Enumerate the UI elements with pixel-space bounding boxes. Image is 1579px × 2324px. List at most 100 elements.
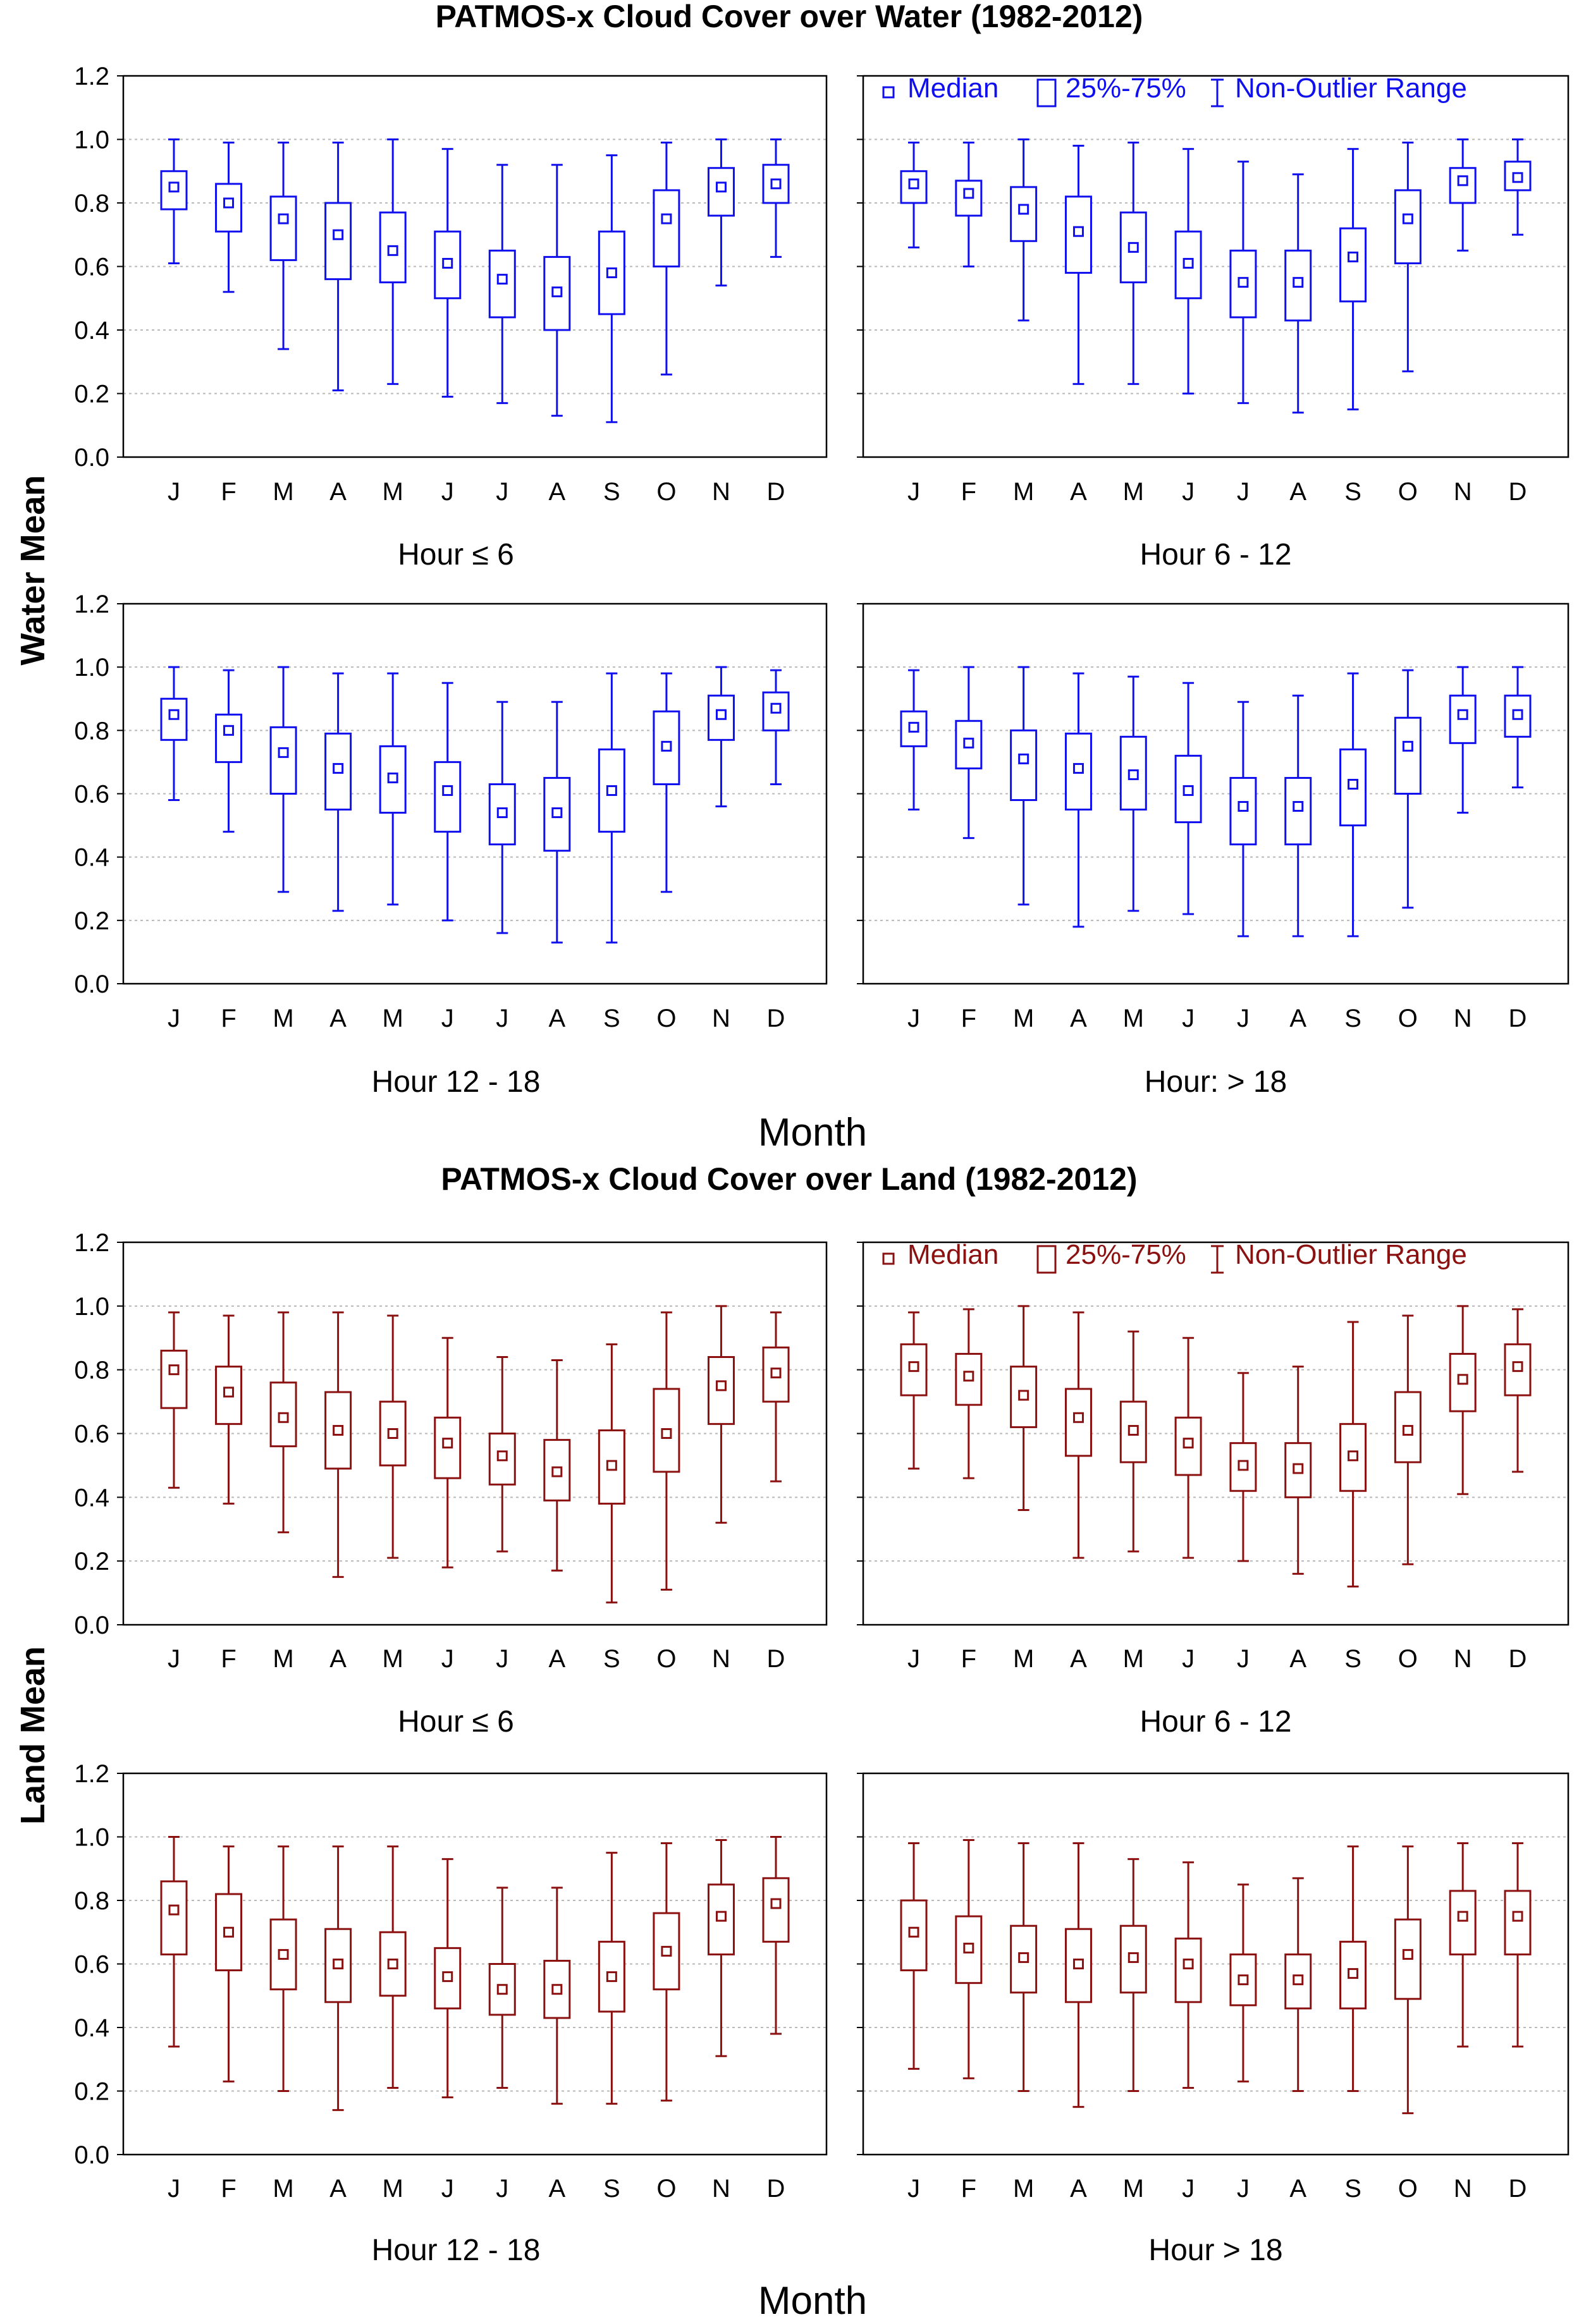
x-tick-label: M [383, 2175, 403, 2203]
median-marker [1512, 709, 1523, 720]
x-tick-label: J [168, 1645, 180, 1673]
box-N-11 [707, 138, 735, 287]
x-tick-label: A [1070, 2175, 1087, 2203]
median-marker [715, 709, 727, 720]
box-N-11 [1449, 1842, 1477, 2048]
x-tick-label: O [656, 1005, 676, 1032]
panel-subtitle: Hour 6 - 12 [1140, 1705, 1291, 1739]
x-tick-label: J [168, 1005, 180, 1032]
x-tick-label: F [221, 1645, 236, 1673]
y-tick-label: 0.2 [74, 2078, 109, 2106]
median-marker [387, 1428, 398, 1439]
median-marker [442, 785, 453, 796]
box-M-3 [269, 142, 297, 350]
median-marker [168, 181, 180, 193]
x-tick-label: J [496, 2175, 508, 2203]
y-tick-label: 1.2 [74, 590, 109, 618]
iqr-box [160, 1349, 188, 1409]
panel-subtitle: Hour 12 - 18 [372, 2234, 541, 2267]
median-marker [1512, 1911, 1523, 1922]
box-J-7 [1229, 700, 1257, 938]
y-tick-label: 0.8 [74, 1357, 109, 1385]
median-marker [1402, 1424, 1413, 1436]
median-marker [496, 1984, 508, 1995]
box-M-5 [1119, 1330, 1147, 1553]
median-marker [168, 1904, 180, 1916]
median-marker [387, 245, 398, 256]
panel-1: 0.0 0.2 0.4 0.6 0.8 1.0 1.2 J F M A M J J A S O N D Hour ≤ … [74, 63, 828, 572]
y-tick-label: 0.2 [74, 381, 109, 408]
box-J-7 [1229, 1883, 1257, 2082]
box-D-12 [762, 669, 790, 785]
box-N-11 [1449, 1305, 1477, 1495]
iqr-box [900, 1899, 928, 1972]
median-marker [1457, 1374, 1468, 1385]
panel-subtitle: Hour ≤ 6 [398, 538, 514, 572]
x-tick-label: D [1509, 478, 1527, 506]
box-M-5 [1119, 675, 1147, 912]
median-marker [223, 725, 235, 736]
median-marker [715, 1380, 727, 1391]
box-F-2 [215, 1314, 243, 1505]
box-D-12 [1504, 138, 1532, 236]
box-A-8 [1284, 1366, 1312, 1575]
iqr-box [762, 164, 790, 204]
x-tick-label: M [1123, 478, 1144, 506]
box-J-6 [434, 1336, 462, 1569]
median-marker [278, 1948, 289, 1960]
box-A-4 [324, 1845, 352, 2112]
legend-iqr-label: 25%-75% [1066, 1239, 1186, 1270]
iqr-box [1394, 189, 1422, 264]
iqr-box [324, 732, 352, 811]
x-tick-label: M [1013, 1645, 1034, 1673]
panel-subtitle: Hour > 18 [1148, 2234, 1282, 2267]
x-tick-label: F [221, 2175, 236, 2203]
y-tick-label: 0.4 [74, 844, 109, 872]
box-M-5 [379, 138, 407, 385]
median-marker [1457, 1911, 1468, 1922]
panel-4: J F M A M J J A S O N D Hour > 18 [857, 1772, 1570, 2267]
y-tick-label: 0.0 [74, 1612, 109, 1639]
median-marker [333, 762, 344, 774]
iqr-box [269, 195, 297, 261]
median-marker [223, 197, 235, 209]
box-M-5 [1119, 1858, 1147, 2092]
box-N-11 [1449, 138, 1477, 252]
median-marker [770, 1898, 782, 1909]
box-J-7 [488, 1356, 516, 1553]
box-J-1 [900, 1311, 928, 1470]
median-marker [1348, 778, 1359, 790]
box-J-7 [488, 700, 516, 934]
median-marker [1072, 1959, 1084, 1969]
box-M-5 [379, 1314, 407, 1559]
box-J-1 [900, 669, 928, 811]
box-D-12 [1504, 1842, 1532, 2048]
iqr-box [160, 1880, 188, 1955]
x-tick-label: S [1344, 1645, 1361, 1673]
box-D-12 [762, 138, 790, 258]
box-A-8 [543, 164, 571, 417]
median-marker [963, 1371, 974, 1382]
x-tick-label: S [1344, 478, 1361, 506]
median-marker [1402, 740, 1413, 752]
box-J-6 [1174, 1861, 1202, 2089]
box-A-8 [543, 1359, 571, 1572]
box-J-7 [1229, 1372, 1257, 1562]
median-marker [715, 1911, 727, 1922]
median-marker [1238, 801, 1249, 812]
x-tick-label: A [329, 2175, 347, 2203]
y-tick-label: 0.2 [74, 1548, 109, 1575]
median-marker [442, 1971, 453, 1983]
box-O-10 [653, 142, 680, 376]
iqr-box [379, 211, 407, 284]
panel-4: J F M A M J J A S O N D Hour: > 18 [857, 602, 1570, 1099]
legend-median-label: Median [907, 73, 998, 104]
median-marker [606, 1460, 617, 1471]
median-marker [1348, 1450, 1359, 1462]
y-tick-label: 0.6 [74, 781, 109, 809]
box-J-1 [160, 1311, 188, 1489]
x-tick-label: O [1398, 1645, 1418, 1673]
chart-title: PATMOS-x Cloud Cover over Land (1982-201… [441, 1161, 1137, 1197]
box-S-9 [598, 1343, 625, 1604]
